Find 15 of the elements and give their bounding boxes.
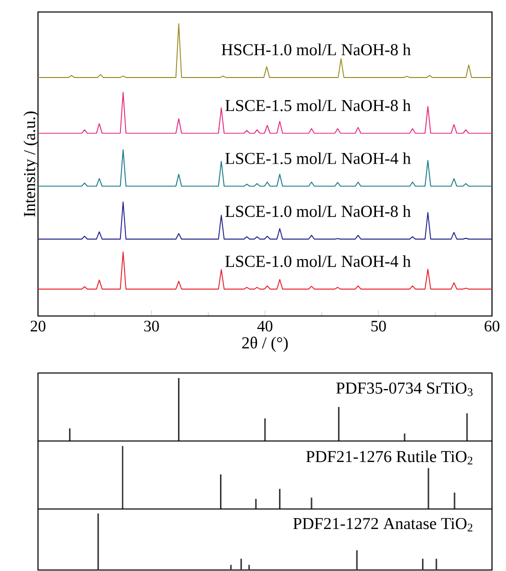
x-tick-label: 20 — [30, 320, 46, 332]
series-label: LSCE-1.0 mol/L NaOH-8 h — [225, 205, 411, 218]
x-axis-title: 2θ / (°) — [242, 336, 288, 352]
x-tick-label: 40 — [257, 320, 272, 332]
y-axis-title: Intensity / (a.u.) — [23, 112, 39, 217]
series-label: LSCE-1.5 mol/L NaOH-4 h — [225, 152, 411, 164]
x-tick-label: 30 — [144, 320, 159, 332]
x-tick-label: 60 — [484, 320, 500, 332]
series-label: LSCE-1.0 mol/L NaOH-4 h — [225, 255, 411, 268]
series-label: PDF35-0734 SrTiO$_{3}$ — [336, 382, 473, 396]
series-label: PDF21-1276 Rutile TiO$_{2}$ — [306, 450, 472, 464]
series-label: HSCH-1.0 mol/L NaOH-8 h — [222, 44, 411, 56]
text: PDF21-1272 Anatase TiO$_{2}$ — [293, 518, 472, 532]
series-label: LSCE-1.5 mol/L NaOH-8 h — [225, 99, 411, 112]
x-tick-label: 50 — [371, 320, 386, 332]
